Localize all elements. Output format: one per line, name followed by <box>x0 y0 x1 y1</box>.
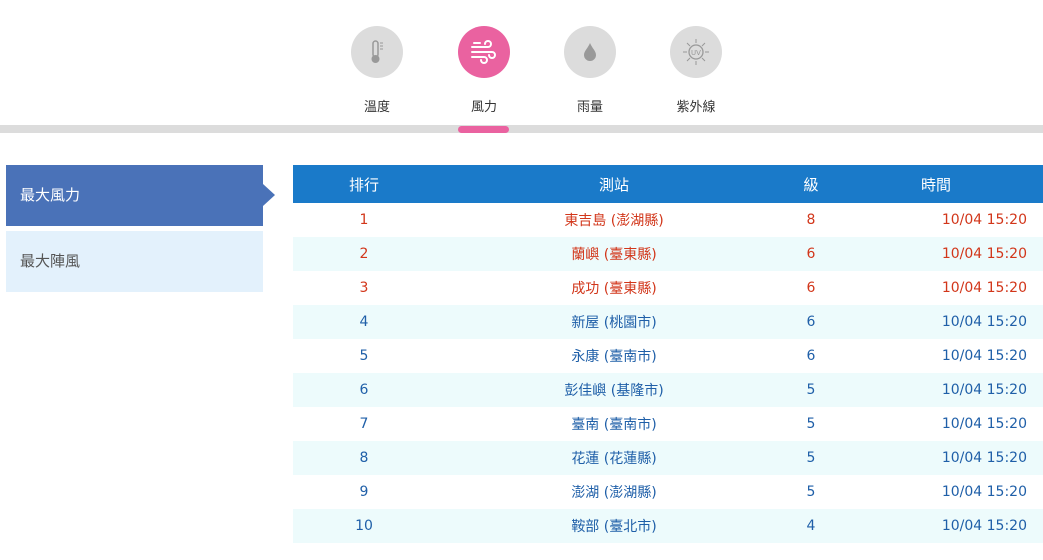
cell-rank: 6 <box>293 373 435 407</box>
cell-rank: 2 <box>293 237 435 271</box>
tab-label: 紫外線 <box>676 100 716 115</box>
table-row: 7 臺南 (臺南市) 5 10/04 15:20 <box>293 407 1043 441</box>
tab-label: 溫度 <box>363 100 390 115</box>
table-row: 2 蘭嶼 (臺東縣) 6 10/04 15:20 <box>293 237 1043 271</box>
cell-level: 5 <box>793 373 829 407</box>
sidebar-item-max-wind[interactable]: 最大風力 <box>6 165 275 226</box>
cell-time: 10/04 15:20 <box>829 509 1043 543</box>
cell-time: 10/04 15:20 <box>829 373 1043 407</box>
cell-rank: 9 <box>359 484 369 500</box>
cell-level: 6 <box>793 237 829 271</box>
tab-label: 風力 <box>470 100 497 115</box>
cell-rank: 7 <box>359 416 369 432</box>
header-time: 時間 <box>829 165 1043 203</box>
table-row: 10 鞍部 (臺北市) 4 10/04 15:20 <box>293 509 1043 543</box>
table-row: 6 彭佳嶼 (基隆市) 5 10/04 15:20 <box>293 373 1043 407</box>
table-row: 9 澎湖 (澎湖縣) 5 10/04 15:20 <box>293 475 1043 509</box>
cell-level: 8 <box>806 212 816 228</box>
cell-station: 彭佳嶼 (基隆市) <box>435 373 793 407</box>
ranking-table: 排行 測站 級 時間 1 東吉島 (澎湖縣) 8 10/04 15:20 2 蘭嶼 (臺東… <box>293 165 1043 543</box>
cell-time: 10/04 15:20 <box>941 416 1027 432</box>
table-row: 3 成功 (臺東縣) 6 10/04 15:20 <box>293 271 1043 305</box>
active-tab-indicator <box>458 126 509 133</box>
table-row: 4 新屋 (桃園市) 6 10/04 15:20 <box>293 305 1043 339</box>
header-rank: 排行 <box>293 165 435 203</box>
cell-time: 10/04 15:20 <box>829 305 1043 339</box>
cell-time: 10/04 15:20 <box>941 348 1027 364</box>
tab-uv[interactable]: UV 紫外線 <box>656 26 736 115</box>
cell-station: 新屋 (桃園市) <box>435 305 793 339</box>
cell-time: 10/04 15:20 <box>941 484 1027 500</box>
cell-level: 6 <box>806 280 816 296</box>
table-row: 1 東吉島 (澎湖縣) 8 10/04 15:20 <box>293 203 1043 237</box>
cell-rank: 1 <box>359 212 369 228</box>
cell-station: 鞍部 (臺北市) <box>435 509 793 543</box>
tab-rain[interactable]: 雨量 <box>550 26 630 115</box>
cell-rank: 4 <box>293 305 435 339</box>
cell-rank: 3 <box>359 280 369 296</box>
tab-track <box>0 125 1043 133</box>
cell-station: 東吉島 (澎湖縣) <box>564 213 664 229</box>
cell-station: 蘭嶼 (臺東縣) <box>435 237 793 271</box>
cell-level: 5 <box>806 416 816 432</box>
cell-level: 5 <box>806 484 816 500</box>
svg-text:UV: UV <box>691 49 701 57</box>
uv-sun-icon: UV <box>670 26 722 78</box>
raindrop-icon <box>564 26 616 78</box>
cell-rank: 8 <box>293 441 435 475</box>
cell-station: 臺南 (臺南市) <box>571 417 657 433</box>
wind-icon <box>458 26 510 78</box>
tab-wind[interactable]: 風力 <box>444 26 524 115</box>
cell-level: 6 <box>793 305 829 339</box>
cell-rank: 5 <box>359 348 369 364</box>
cell-station: 澎湖 (澎湖縣) <box>571 485 657 501</box>
cell-level: 5 <box>793 441 829 475</box>
cell-station: 花蓮 (花蓮縣) <box>435 441 793 475</box>
cell-level: 4 <box>793 509 829 543</box>
cell-time: 10/04 15:20 <box>941 280 1027 296</box>
table-row: 5 永康 (臺南市) 6 10/04 15:20 <box>293 339 1043 373</box>
cell-station: 成功 (臺東縣) <box>571 281 657 297</box>
cell-time: 10/04 15:20 <box>941 212 1027 228</box>
tab-label: 雨量 <box>576 100 603 115</box>
cell-level: 6 <box>806 348 816 364</box>
header-level: 級 <box>793 165 829 203</box>
cell-time: 10/04 15:20 <box>829 441 1043 475</box>
sidebar-item-max-gust[interactable]: 最大陣風 <box>6 231 263 292</box>
cell-time: 10/04 15:20 <box>829 237 1043 271</box>
header-station: 測站 <box>435 165 793 203</box>
cell-station: 永康 (臺南市) <box>571 349 657 365</box>
cell-rank: 10 <box>293 509 435 543</box>
table-row: 8 花蓮 (花蓮縣) 5 10/04 15:20 <box>293 441 1043 475</box>
thermometer-icon <box>351 26 403 78</box>
tab-temperature[interactable]: 溫度 <box>337 26 417 115</box>
